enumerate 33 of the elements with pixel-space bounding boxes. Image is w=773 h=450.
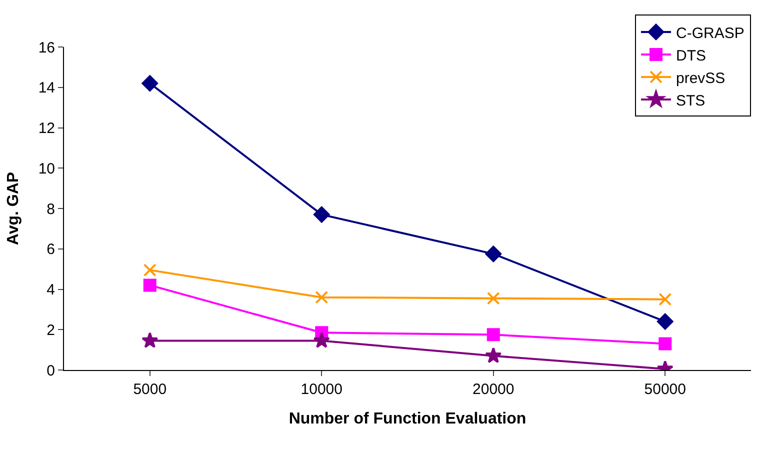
point [486,292,500,305]
point [658,337,672,350]
y-axis-title: Avg. GAP [5,172,22,246]
point [143,278,156,292]
point [485,347,502,364]
y-tick-label: 6 [46,241,55,258]
point [142,75,158,92]
point [656,313,674,330]
point [143,264,156,277]
point [658,292,672,306]
legend-label: DTS [676,47,706,64]
x-tick-label: 20000 [472,381,514,398]
x-axis-title: Number of Function Evaluation [288,410,526,428]
y-tick-label: 0 [46,362,55,380]
point [485,246,502,262]
x-tick-label: 50000 [644,381,686,398]
legend-label: prevSS [676,70,726,87]
legend-label: STS [676,92,706,110]
y-tick-label: 12 [38,120,55,137]
point [142,332,158,348]
point [315,290,328,304]
x-tick-label: 5000 [133,381,167,398]
legend-label: C-GRASP [676,24,744,42]
y-tick-label: 8 [46,200,55,218]
point [313,332,330,348]
y-tick-label: 14 [38,80,55,97]
point [486,328,500,342]
point [313,206,330,223]
y-tick-label: 16 [38,39,55,56]
x-tick-label: 10000 [300,381,342,398]
y-tick-label: 2 [46,322,55,339]
y-tick-label: 10 [38,160,55,178]
y-tick-label: 4 [46,282,55,298]
